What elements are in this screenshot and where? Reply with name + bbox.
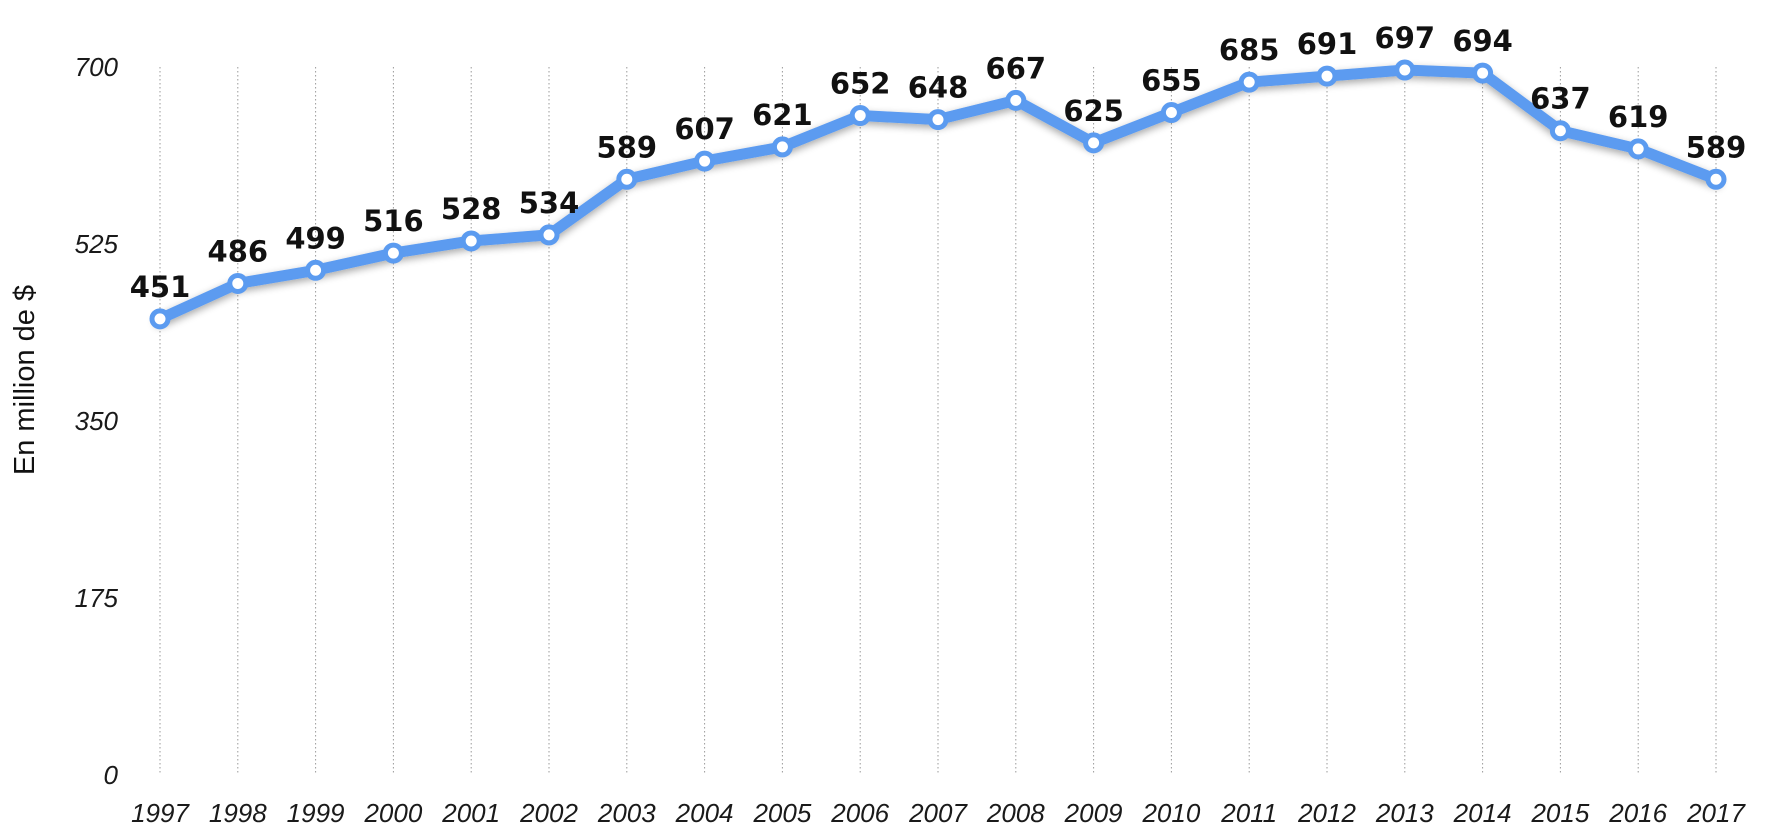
x-tick-label: 2005 [752,798,811,828]
data-label: 516 [363,204,424,238]
data-point [616,168,638,190]
data-label: 619 [1608,100,1669,134]
x-tick-label: 2015 [1530,798,1589,828]
y-tick-label: 0 [104,760,119,790]
data-point [1705,168,1727,190]
data-point [1316,65,1338,87]
data-label: 685 [1219,33,1280,67]
x-tick-label: 2004 [675,798,734,828]
x-tick-label: 2000 [363,798,422,828]
x-tick-label: 2017 [1686,798,1746,828]
data-label: 652 [830,67,891,101]
data-label: 499 [285,221,346,255]
x-tick-label: 2006 [830,798,889,828]
x-tick-label: 2002 [519,798,578,828]
data-point [382,242,404,264]
data-point [771,136,793,158]
data-point [927,109,949,131]
y-axis-ticks: 0 175 350 525 700 [75,52,119,790]
x-tick-label: 2007 [908,798,968,828]
x-tick-label: 2009 [1064,798,1123,828]
gridlines [159,67,1717,775]
data-label: 589 [597,130,658,164]
y-tick-label: 700 [75,52,119,82]
x-tick-label: 1998 [209,798,267,828]
data-label: 486 [208,234,269,268]
x-tick-label: 2013 [1375,798,1434,828]
data-point [305,259,327,281]
x-tick-label: 2012 [1297,798,1356,828]
data-point [1394,59,1416,81]
data-label: 655 [1141,64,1202,98]
x-tick-label: 2010 [1141,798,1200,828]
data-label: 667 [986,51,1047,85]
data-label: 621 [752,98,813,132]
data-point [694,150,716,172]
y-tick-label: 525 [75,229,119,259]
x-axis-ticks: 1997 1998 1999 2000 2001 2002 2003 2004 2005 2006… [131,798,1746,828]
x-tick-label: 2008 [986,798,1045,828]
data-label: 589 [1686,130,1747,164]
x-tick-label: 2011 [1220,798,1277,828]
data-point [1472,62,1494,84]
series-group [149,59,1727,330]
x-tick-label: 2016 [1608,798,1667,828]
data-point [1627,138,1649,160]
x-tick-label: 2001 [441,798,500,828]
data-point [1160,102,1182,124]
data-label: 694 [1452,24,1513,58]
data-label: 607 [674,112,735,146]
data-point [1005,89,1027,111]
data-point [538,224,560,246]
data-point [849,105,871,127]
data-label: 697 [1375,21,1436,55]
y-tick-label: 175 [75,583,119,613]
y-tick-label: 350 [75,406,119,436]
x-tick-label: 2014 [1453,798,1512,828]
y-axis-title: En million de $ [9,285,41,475]
x-tick-label: 1999 [287,798,345,828]
data-label: 625 [1063,94,1124,128]
data-label: 534 [519,186,580,220]
data-label: 691 [1297,27,1358,61]
data-point [460,230,482,252]
data-point [149,308,171,330]
data-label: 637 [1530,82,1591,116]
data-point [1238,71,1260,93]
data-label: 451 [130,270,191,304]
data-labels: 451 486 499 516 528 534 589 607 621 652 648 667 625 6… [130,21,1747,304]
data-label: 648 [908,71,969,105]
x-tick-label: 2003 [597,798,656,828]
data-point [1549,120,1571,142]
data-point [227,272,249,294]
data-point [1083,132,1105,154]
data-label: 528 [441,192,502,226]
x-tick-label: 1997 [131,798,190,828]
